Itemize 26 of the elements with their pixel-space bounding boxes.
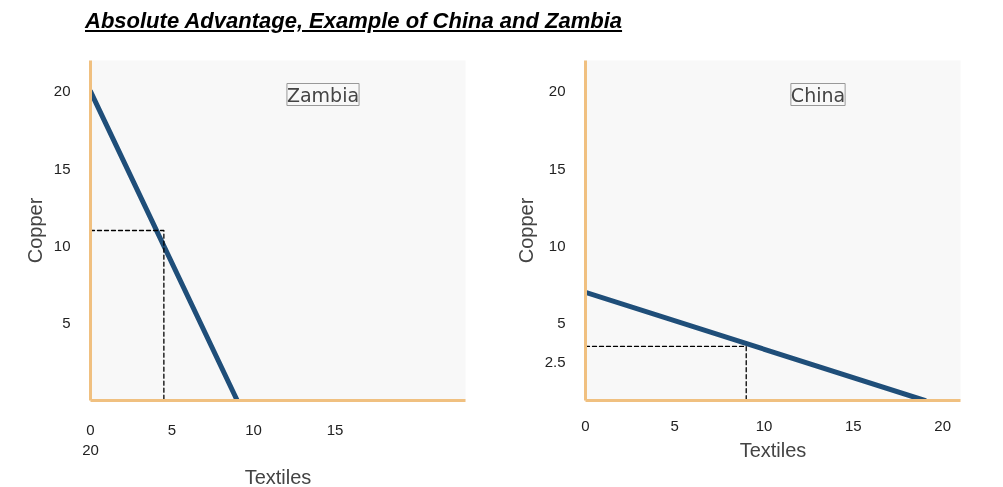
x-axis-title: Textiles (739, 438, 807, 461)
y-tick-label: 15 (548, 159, 566, 177)
y-tick-label: 5 (62, 314, 71, 332)
x-tick-label: 5 (167, 420, 177, 438)
y-tick-label: 10 (548, 236, 566, 254)
x-axis-title: Textiles (244, 465, 312, 487)
y-tick-label: 5 (557, 314, 566, 332)
y-tick-label: 15 (53, 159, 71, 177)
annotation: Zambia (286, 83, 360, 106)
y-tick-label: 2.5 (544, 352, 566, 370)
x-tick-label: 10 (245, 420, 262, 438)
x-tick-label: 15 (845, 416, 862, 434)
y-axis-title: Copper (514, 197, 537, 264)
annotation: China (790, 83, 846, 106)
y-tick-label: 10 (53, 236, 71, 254)
chart-title: Absolute Advantage, Example of China and Zambia (85, 7, 623, 35)
x-tick-label: 10 (755, 416, 773, 434)
text: 20 (82, 440, 99, 458)
y-tick-label: 20 (53, 82, 71, 100)
y-axis-title: Copper (23, 197, 46, 264)
x-tick-label: 0 (581, 416, 590, 434)
x-tick-label: 20 (934, 416, 951, 434)
x-tick-label: 0 (86, 420, 95, 438)
x-tick-label: 5 (670, 416, 679, 434)
x-tick-label: 15 (326, 420, 344, 438)
y-tick-label: 20 (548, 82, 566, 100)
